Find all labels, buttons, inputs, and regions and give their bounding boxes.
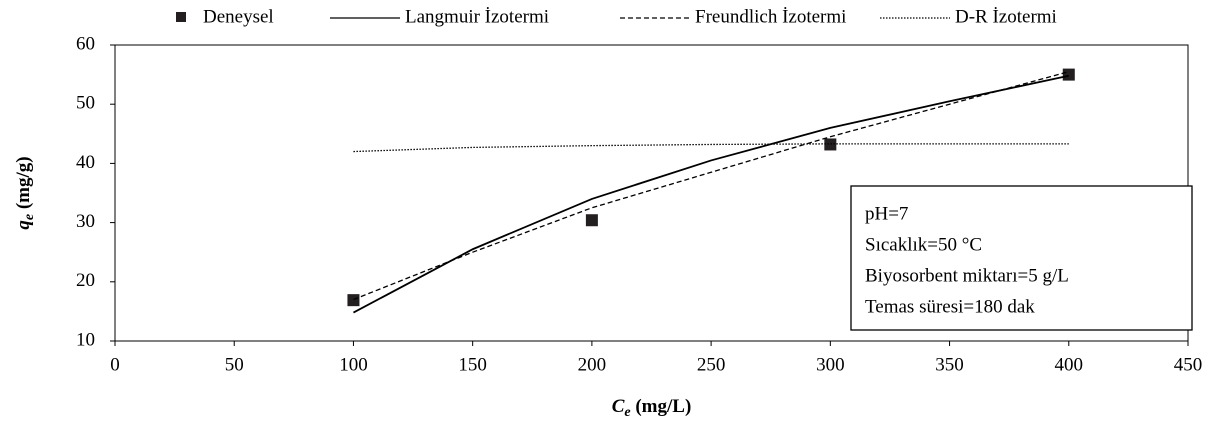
y-tick-label: 20: [76, 270, 95, 291]
line-dotted: [353, 143, 1069, 153]
data-point: [585, 214, 598, 227]
data-point: [347, 294, 360, 307]
y-tick-label: 40: [76, 152, 95, 173]
x-tick-label: 300: [816, 354, 845, 375]
x-axis-label: Ce (mg/L): [612, 396, 692, 420]
y-tick-label: 60: [76, 33, 95, 54]
annotation-text: Biyosorbent miktarı=5 g/L: [865, 265, 1069, 286]
data-point: [1062, 68, 1075, 81]
x-tick-label: 200: [578, 354, 607, 375]
legend-label: Freundlich İzotermi: [695, 6, 846, 27]
y-tick-label: 30: [76, 211, 95, 232]
line-dashed: [353, 71, 1069, 301]
x-axis-label-part: e: [624, 405, 630, 420]
data-point: [824, 138, 837, 151]
x-tick-label: 450: [1174, 354, 1203, 375]
annotation-text: Sıcaklık=50 °C: [865, 234, 982, 255]
x-tick-label: 150: [458, 354, 487, 375]
x-tick-label: 400: [1055, 354, 1084, 375]
x-axis-label-part: C: [612, 396, 625, 417]
x-tick-label: 50: [225, 354, 244, 375]
legend-label: Deneysel: [203, 6, 274, 27]
line-solid: [353, 74, 1069, 314]
annotation-box: [850, 185, 1193, 331]
y-axis-label-part: e: [22, 214, 37, 220]
x-axis-label-part: (mg/L): [631, 396, 692, 417]
x-tick-label: 350: [935, 354, 964, 375]
x-tick-label: 250: [697, 354, 726, 375]
annotation-text: Temas süresi=180 dak: [865, 296, 1035, 317]
y-axis-label: qe (mg/g): [13, 156, 37, 229]
y-tick-label: 50: [76, 93, 95, 114]
x-tick-label: 0: [110, 354, 120, 375]
legend-marker: [176, 12, 186, 22]
y-axis-label-part: q: [13, 220, 34, 230]
x-tick-label: 100: [339, 354, 368, 375]
y-tick-label: 10: [76, 329, 95, 350]
legend-label: Langmuir İzotermi: [405, 6, 549, 27]
annotation-text: pH=7: [865, 203, 908, 224]
y-axis-label-part: (mg/g): [13, 156, 34, 214]
legend-label: D-R İzotermi: [955, 6, 1057, 27]
